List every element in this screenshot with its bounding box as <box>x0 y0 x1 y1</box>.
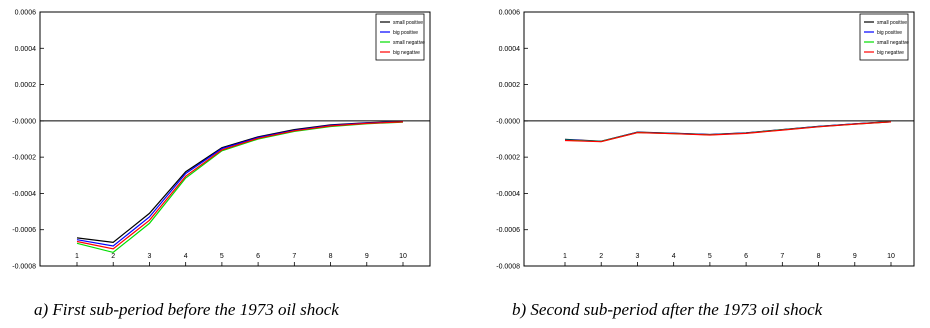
y-tick-label: 0.0004 <box>499 46 521 53</box>
chart-panel-b: 0.0006 0.0004 0.0002 -0.0000 -0.0002 -0.0004 -… <box>496 10 915 271</box>
y-tick-label: -0.0006 <box>12 227 36 234</box>
y-tick-label: 0.0006 <box>499 10 521 17</box>
y-tick-label: 0.0004 <box>15 46 37 53</box>
x-tick-label: 8 <box>329 253 333 260</box>
caption-panel-b: b) Second sub-period after the 1973 oil … <box>512 300 823 319</box>
series-line <box>76 121 404 250</box>
x-tick-label: 3 <box>635 253 639 260</box>
y-tick-label: -0.0008 <box>12 264 36 271</box>
plot-frame <box>39 11 431 267</box>
caption-panel-a: a) First sub-period before the 1973 oil … <box>34 300 339 319</box>
legend-label: small positive <box>393 20 423 26</box>
y-tick-label: -0.0000 <box>496 118 520 125</box>
legend-label: small positive <box>877 20 907 26</box>
x-tick-label: 4 <box>672 253 676 260</box>
legend: small positive big positive small negative… <box>375 13 425 61</box>
x-tick-label: 1 <box>75 253 79 260</box>
y-tick-label: -0.0008 <box>496 264 520 271</box>
y-tick-label: 0.0002 <box>499 82 521 89</box>
x-tick-label: 6 <box>744 253 748 260</box>
x-tick-label: 7 <box>780 253 784 260</box>
x-tick-label: 6 <box>256 253 260 260</box>
legend-label: big positive <box>393 30 418 36</box>
y-tick-label: -0.0004 <box>496 191 520 198</box>
x-tick-label: 9 <box>365 253 369 260</box>
plot-frame <box>523 11 915 267</box>
y-tick-label: -0.0006 <box>496 227 520 234</box>
x-tick-label: 2 <box>599 253 603 260</box>
figure: 0.0006 0.0004 0.0002 -0.0000 -0.0002 -0.0004 -… <box>12 10 915 271</box>
y-tick-label: -0.0000 <box>12 118 36 125</box>
y-tick-label: -0.0002 <box>496 155 520 162</box>
x-tick-label: 10 <box>399 253 407 260</box>
y-tick-label: 0.0006 <box>15 10 37 17</box>
legend: small positive big positive small negative… <box>859 13 909 61</box>
x-tick-label: 4 <box>184 253 188 260</box>
x-tick-label: 7 <box>292 253 296 260</box>
chart-panel-a: 0.0006 0.0004 0.0002 -0.0000 -0.0002 -0.0004 -… <box>12 10 431 271</box>
legend-label: small negative <box>877 40 909 46</box>
series-line <box>76 121 404 244</box>
x-tick-label: 3 <box>147 253 151 260</box>
legend-label: big negative <box>393 50 420 56</box>
x-tick-label: 10 <box>887 253 895 260</box>
x-tick-label: 5 <box>220 253 224 260</box>
y-tick-label: -0.0004 <box>12 191 36 198</box>
x-tick-label: 1 <box>563 253 567 260</box>
y-tick-label: 0.0002 <box>15 82 37 89</box>
legend-label: big positive <box>877 30 902 36</box>
x-tick-label: 9 <box>853 253 857 260</box>
series-line <box>564 121 892 143</box>
x-tick-label: 8 <box>817 253 821 260</box>
legend-label: small negative <box>393 40 425 46</box>
legend-label: big negative <box>877 50 904 56</box>
x-tick-label: 2 <box>111 253 115 260</box>
y-tick-label: -0.0002 <box>12 155 36 162</box>
series-line <box>76 121 404 247</box>
x-tick-label: 5 <box>708 253 712 260</box>
